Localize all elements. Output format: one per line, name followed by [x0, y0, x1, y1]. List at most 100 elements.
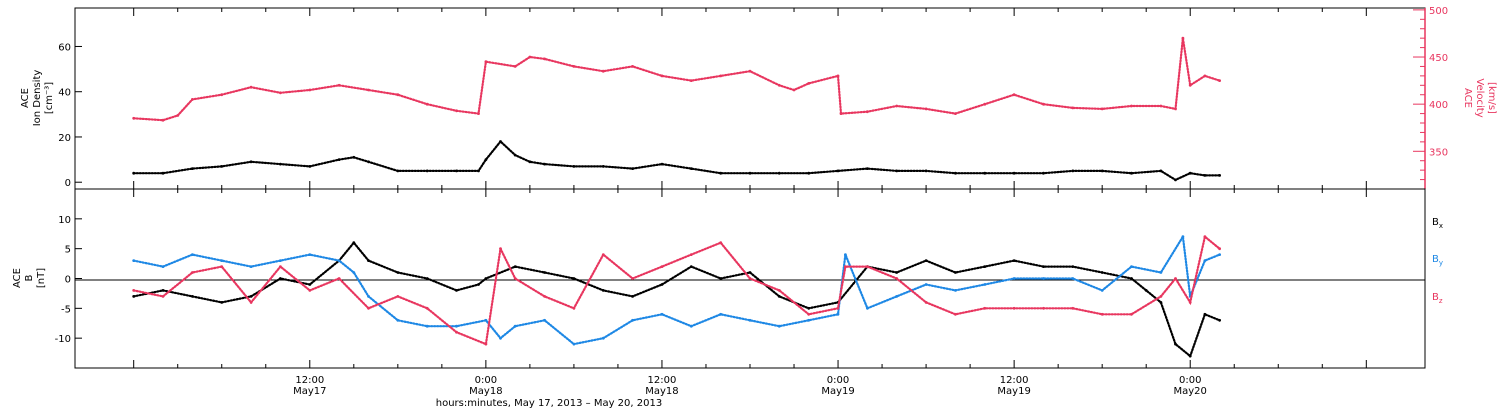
bottom-series-point	[191, 253, 194, 256]
bottom-series-point	[455, 289, 458, 292]
top-series-point	[513, 65, 517, 68]
bottom-tick-label: -10	[55, 334, 71, 345]
top-series-point	[631, 167, 634, 171]
top-series-point	[807, 171, 811, 175]
bottom-series-point	[954, 312, 957, 316]
top-series-point	[1174, 178, 1177, 182]
bottom-series-point	[543, 318, 546, 322]
top-series-point	[484, 158, 488, 162]
bottom-series-point	[499, 247, 502, 251]
top-series-point	[455, 169, 458, 173]
top-right-label-line3: [km/s]	[1486, 82, 1497, 114]
top-series-point	[1042, 171, 1045, 175]
bottom-series-point	[352, 271, 356, 274]
bottom-series-point	[367, 306, 370, 310]
x-tick-date: May20	[1174, 386, 1207, 397]
top-series-point	[176, 114, 180, 117]
bottom-series-point	[719, 241, 723, 245]
x-tick-date: May19	[821, 386, 854, 397]
top-series-point	[132, 116, 136, 120]
top-series-line-1	[132, 38, 1221, 122]
top-right-tick-label: 400	[1429, 100, 1448, 111]
top-left-tick-label: 40	[58, 88, 71, 99]
top-left-tick-label: 20	[58, 133, 71, 144]
bottom-series-point	[983, 283, 987, 286]
bottom-series-point	[279, 277, 282, 280]
top-series-point	[689, 79, 693, 82]
top-series-point	[748, 69, 752, 73]
bottom-series-point	[660, 283, 664, 286]
bottom-series-point	[543, 271, 546, 274]
top-series-point	[924, 107, 928, 111]
bottom-series-point	[191, 271, 194, 274]
bottom-series-point	[1159, 301, 1163, 304]
top-series-point	[425, 102, 429, 106]
top-series-point	[499, 140, 502, 143]
x-tick-time: 0:00	[475, 375, 497, 386]
bottom-series-point	[1218, 253, 1221, 256]
bottom-series-point	[477, 283, 480, 286]
bottom-series-point	[396, 318, 400, 322]
top-series-point	[836, 169, 840, 173]
bottom-series-point	[572, 342, 576, 346]
bottom-series-point	[807, 306, 811, 310]
top-series-point	[866, 167, 869, 171]
bottom-series-point	[954, 271, 957, 274]
top-series-point	[1174, 107, 1177, 111]
top-series-point	[543, 57, 546, 61]
bottom-series-point	[1042, 265, 1045, 268]
top-left-label-line3: [cm⁻³]	[44, 82, 55, 114]
bottom-series-point	[1100, 289, 1104, 292]
bottom-series-point	[866, 306, 869, 310]
bottom-series-point	[543, 295, 546, 298]
bottom-series-point	[425, 277, 429, 280]
bottom-series-point	[396, 271, 400, 274]
top-series-point	[792, 88, 796, 92]
top-left-tick-label: 60	[58, 42, 71, 53]
bottom-series-point	[352, 241, 356, 245]
top-series-point	[543, 162, 546, 166]
top-series-point	[352, 155, 356, 159]
bottom-series-point	[161, 289, 165, 292]
top-series-point	[1181, 36, 1185, 40]
bottom-series-point	[249, 295, 253, 298]
top-series-point	[1159, 169, 1163, 173]
bottom-tick-label: 0	[65, 275, 71, 286]
top-left-tick-label: 0	[65, 178, 71, 189]
legend-bz: Bz	[1432, 292, 1443, 305]
bottom-series-point	[924, 259, 928, 262]
bottom-series-point	[1203, 312, 1207, 316]
bottom-series-point	[484, 277, 488, 280]
legend-bx: Bx	[1432, 217, 1443, 230]
top-right-tick-label: 450	[1429, 53, 1448, 64]
top-series-point	[807, 82, 811, 85]
bottom-series-point	[279, 265, 282, 268]
top-series-point	[719, 171, 723, 175]
top-series-point	[396, 169, 400, 173]
x-tick-time: 12:00	[295, 375, 324, 386]
bottom-series-point	[367, 295, 370, 298]
bottom-series-point	[1071, 277, 1075, 280]
x-tick-time: 12:00	[1000, 375, 1029, 386]
top-series-point	[337, 158, 341, 162]
legend: Bx By Bz	[1432, 217, 1443, 305]
bottom-left-label-line1: ACE	[12, 268, 23, 288]
bottom-series-point	[220, 265, 224, 268]
top-series-point	[839, 112, 843, 115]
bottom-series-point	[1203, 259, 1207, 262]
bottom-series-point	[1144, 289, 1148, 292]
bottom-series-point	[1042, 306, 1045, 310]
bottom-tick-label: 5	[65, 245, 71, 256]
bottom-series-point	[161, 295, 165, 298]
bottom-series-point	[1130, 277, 1133, 280]
top-series-line-0	[132, 139, 1221, 182]
bottom-series-point	[220, 301, 224, 304]
bottom-series-point	[513, 277, 517, 280]
bottom-series-point	[924, 301, 928, 304]
top-series-point	[719, 74, 723, 78]
bottom-series-point	[337, 259, 341, 262]
bottom-series-point	[249, 265, 253, 268]
top-series-point	[132, 171, 136, 175]
bottom-left-label-line2: B	[24, 274, 35, 281]
top-series-point	[308, 88, 312, 92]
